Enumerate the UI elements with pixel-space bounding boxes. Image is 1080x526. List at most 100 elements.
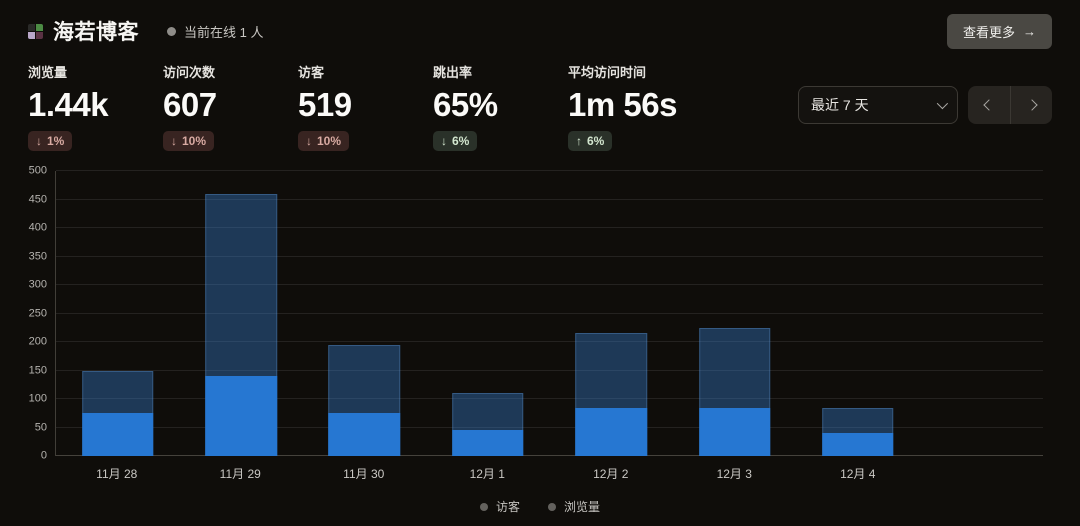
chevron-right-icon xyxy=(1025,99,1038,111)
legend-item-pageviews[interactable]: 浏览量 xyxy=(548,498,600,515)
y-axis-tick: 50 xyxy=(34,421,47,433)
header: 海若博客 当前在线 1 人 查看更多 → xyxy=(0,0,1080,49)
visitors-bar[interactable] xyxy=(822,433,894,456)
trend-arrow-icon: ↓ xyxy=(306,134,312,148)
site-title: 海若博客 xyxy=(53,21,139,44)
y-axis-tick: 400 xyxy=(28,221,47,234)
stat-label: 访问次数 xyxy=(163,65,216,80)
next-page-button[interactable] xyxy=(1010,86,1052,124)
y-axis-tick: 250 xyxy=(28,307,47,319)
trend-delta: 6% xyxy=(452,134,470,148)
view-more-label: 查看更多 xyxy=(962,24,1015,40)
gridline xyxy=(56,398,1043,399)
stat-value: 1m 56s xyxy=(568,86,677,123)
stat-visitors: 访客 519 ↓ 10% xyxy=(298,62,433,151)
gridline xyxy=(56,341,1043,342)
stat-bounce-rate: 跳出率 65% ↓ 6% xyxy=(433,62,568,151)
x-axis-label: 11月 28 xyxy=(96,467,138,481)
x-axis-label: 12月 2 xyxy=(593,467,629,481)
gridline xyxy=(56,312,1043,314)
y-axis-tick: 200 xyxy=(28,335,47,348)
pager xyxy=(968,86,1052,124)
plot-area: 0 50 100 150 200 250 300 350 400 450 500 xyxy=(29,165,1043,461)
stats-row: 浏览量 1.44k ↓ 1% 访问次数 607 ↓ 10% 访客 519 ↓ 1… xyxy=(0,62,1080,151)
trend-delta: 10% xyxy=(317,134,342,148)
gridline xyxy=(56,426,1043,428)
prev-page-button[interactable] xyxy=(968,86,1010,124)
online-status-text: 当前在线 1 人 xyxy=(184,24,264,40)
trend-badge: ↓ 6% xyxy=(433,131,478,151)
chart-slot xyxy=(673,171,796,456)
visitors-bar[interactable] xyxy=(205,376,277,456)
legend-dot-icon xyxy=(548,502,556,511)
trend-delta: 1% xyxy=(47,134,65,148)
date-range-select[interactable]: 最近 7 天 xyxy=(798,86,958,124)
online-status: 当前在线 1 人 xyxy=(167,22,263,41)
stat-avg-visit-time: 平均访问时间 1m 56s ↑ 6% xyxy=(568,62,703,151)
trend-badge: ↓ 1% xyxy=(28,131,73,151)
arrow-right-icon: → xyxy=(1023,23,1036,39)
gridline xyxy=(56,170,1043,171)
stat-label: 平均访问时间 xyxy=(568,65,647,80)
trend-arrow-icon: ↓ xyxy=(171,134,177,148)
y-axis-tick: 150 xyxy=(28,364,47,376)
y-axis-tick: 350 xyxy=(28,250,47,262)
chart-slot xyxy=(56,171,179,456)
gridline xyxy=(56,255,1043,257)
chart-slot xyxy=(550,171,673,456)
x-axis-label xyxy=(920,465,1044,482)
gridline xyxy=(56,455,1043,456)
y-axis-tick: 500 xyxy=(28,164,47,177)
view-more-button[interactable]: 查看更多 → xyxy=(946,13,1052,49)
y-axis-tick: 100 xyxy=(28,392,47,405)
gridline xyxy=(56,227,1043,228)
visitors-bar[interactable] xyxy=(698,407,771,456)
chart-slot xyxy=(303,171,426,456)
y-axis-tick: 0 xyxy=(40,449,47,462)
trend-arrow-icon: ↓ xyxy=(36,134,42,148)
stat-value: 65% xyxy=(433,86,498,123)
stat-label: 跳出率 xyxy=(433,65,473,80)
gridline xyxy=(56,284,1043,285)
stat-value: 1.44k xyxy=(28,86,109,123)
site-logo-icon xyxy=(28,23,43,39)
y-axis-tick: 300 xyxy=(28,278,47,291)
legend-label: 访客 xyxy=(495,500,520,514)
legend-dot-icon xyxy=(479,502,488,511)
trend-badge: ↓ 10% xyxy=(298,131,350,151)
x-axis-label: 12月 1 xyxy=(469,467,505,481)
chevron-down-icon xyxy=(936,97,949,110)
chart-legend: 访客 浏览量 xyxy=(0,498,1080,515)
online-dot-icon xyxy=(167,26,176,36)
gridline xyxy=(56,369,1043,371)
trend-badge: ↓ 10% xyxy=(163,131,215,151)
stat-label: 访客 xyxy=(298,65,325,80)
x-axis-label: 11月 29 xyxy=(219,467,261,481)
x-axis-label: 11月 30 xyxy=(343,467,385,481)
chart-slot xyxy=(920,171,1043,456)
stat-value: 519 xyxy=(298,86,352,123)
chart-slot xyxy=(796,171,919,456)
x-axis-label: 12月 4 xyxy=(840,467,876,481)
trend-arrow-icon: ↑ xyxy=(576,134,582,148)
visitors-bar[interactable] xyxy=(328,413,401,456)
gridline xyxy=(56,198,1043,200)
chart-slot xyxy=(426,171,549,456)
legend-label: 浏览量 xyxy=(564,500,601,514)
stat-pageviews: 浏览量 1.44k ↓ 1% xyxy=(28,62,163,151)
chart-slot xyxy=(179,171,302,456)
stat-label: 浏览量 xyxy=(28,65,68,80)
chevron-left-icon xyxy=(983,99,995,111)
trend-delta: 6% xyxy=(587,134,605,148)
x-axis-labels: 11月 28 11月 29 11月 30 12月 1 12月 2 12月 3 12月 4 xyxy=(55,465,1043,482)
trend-arrow-icon: ↓ xyxy=(441,134,447,148)
legend-item-visitors[interactable]: 访客 xyxy=(479,498,520,515)
visitors-bar[interactable] xyxy=(452,430,524,456)
x-axis-label: 12月 3 xyxy=(716,467,752,481)
visitors-bar[interactable] xyxy=(575,407,647,456)
chart-controls: 最近 7 天 xyxy=(798,86,1052,124)
trend-delta: 10% xyxy=(182,134,207,148)
y-axis-tick: 450 xyxy=(28,193,47,205)
visitors-bar[interactable] xyxy=(81,413,154,456)
